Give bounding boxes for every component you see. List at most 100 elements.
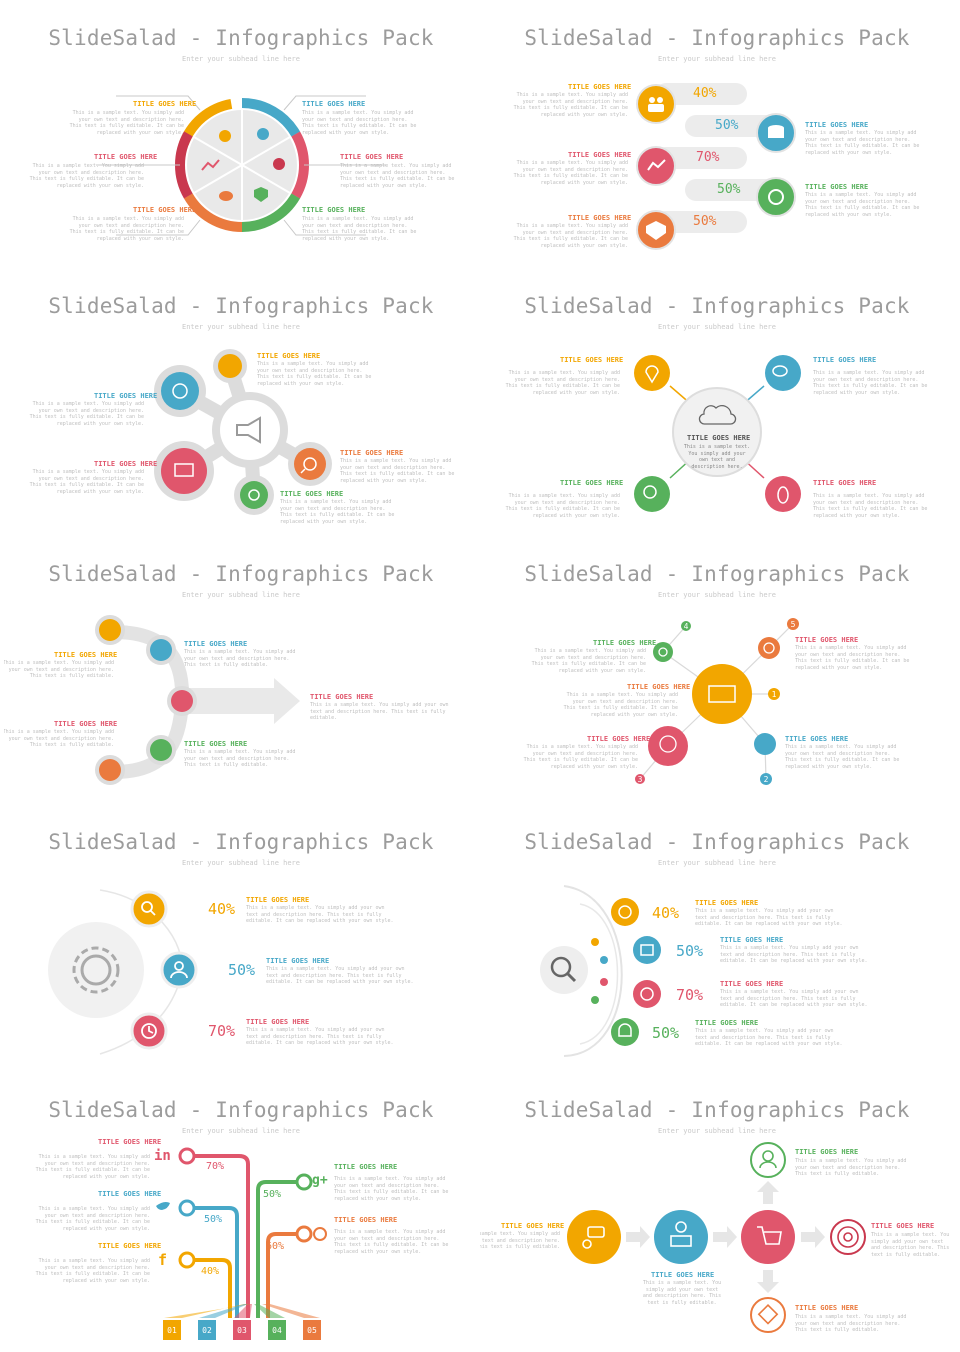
item-text-5: This is a sample text. You simply add yo… — [795, 1314, 907, 1333]
pct-1: 40% — [208, 900, 236, 918]
slide-subhead: Enter your subhead line here — [657, 55, 776, 63]
item-text-3: This is a sample text. You simply add yo… — [513, 160, 628, 186]
slide-title: SlideSalad - Infographics Pack — [524, 1098, 910, 1122]
slide-subhead: Enter your subhead line here — [181, 55, 300, 63]
item-text-2: This is a sample text. You simply add yo… — [266, 966, 414, 985]
user-icon — [750, 1142, 786, 1178]
gears-icon — [150, 639, 172, 661]
item-text-3: This is a sample text. You simply add yo… — [246, 1027, 394, 1046]
item-title-3: TITLE GOES HERE — [98, 1242, 162, 1250]
pct-facebook: 40% — [201, 1266, 220, 1277]
pct-linkedin: 70% — [206, 1161, 225, 1172]
slide-6[interactable]: SlideSalad - Infographics Pack Enter you… — [480, 536, 954, 804]
item-text-2: This is a sample text. You simply add yo… — [720, 945, 868, 964]
item-title-2: TITLE GOES HERE — [813, 356, 877, 364]
item-title-4: TITLE GOES HERE — [695, 1019, 759, 1027]
search-icon — [294, 448, 326, 480]
slide-7[interactable]: SlideSalad - Infographics Pack Enter you… — [4, 804, 478, 1072]
item-text-4: This is a sample text. You simply add yo… — [805, 192, 920, 218]
pct-4: 50% — [652, 1024, 680, 1042]
handshake-icon — [150, 739, 172, 761]
network-graphic — [635, 618, 799, 785]
item-text-4: This is a sample text. You simply add yo… — [795, 645, 910, 671]
facebook-icon: f — [158, 1251, 168, 1269]
thumbs-up-icon — [99, 619, 121, 641]
item-text-2: This is a sample text. You simply add yo… — [184, 649, 296, 668]
node-number-3: 3 — [637, 775, 643, 784]
item-title-3: TITLE GOES HERE — [94, 153, 158, 161]
item-text-1: This is a sample text. You simply add yo… — [513, 92, 628, 118]
item-text-3: This is a sample text. You simply add yo… — [29, 163, 144, 189]
item-text-2: This is a sample text. You simply add yo… — [642, 1280, 722, 1306]
pct-3: 70% — [208, 1022, 236, 1040]
item-title-1: TITLE GOES HERE — [257, 352, 321, 360]
item-title-3: TITLE GOES HERE — [310, 693, 374, 701]
laptop-icon — [99, 759, 121, 781]
item-title-1: TITLE GOES HERE — [54, 651, 118, 659]
pct-pinterest: 60% — [266, 1241, 285, 1252]
item-text-5: This is a sample text. You simply add yo… — [69, 216, 184, 242]
arrow-branch-graphic — [95, 615, 300, 785]
pct-1: 40% — [693, 86, 717, 101]
item-text-2: This is a sample text. You simply add yo… — [805, 130, 920, 156]
slide-4[interactable]: SlideSalad - Infographics Pack Enter you… — [480, 268, 954, 536]
item-text-1: This is a sample text. You simply add yo… — [4, 660, 114, 679]
item-text-3: This is a sample text. You simply add yo… — [523, 744, 638, 770]
pct-2: 50% — [676, 942, 704, 960]
touch-icon — [218, 354, 242, 378]
search-arc-graphic — [540, 885, 661, 1057]
item-title-2: TITLE GOES HERE — [627, 683, 691, 691]
item-text-4: This is a sample text. You simply add yo… — [334, 1176, 449, 1202]
slide-9[interactable]: SlideSalad - Infographics Pack Enter you… — [4, 1072, 478, 1340]
line-chart-icon — [201, 159, 220, 171]
head-gear-icon — [648, 726, 688, 766]
map-icon — [633, 936, 661, 964]
bar-label-4: 04 — [272, 1326, 282, 1335]
item-title-6: TITLE GOES HERE — [302, 206, 366, 214]
item-text-3: This is a sample text. You simply add yo… — [310, 702, 449, 721]
item-title-3: TITLE GOES HERE — [560, 479, 624, 487]
item-text-1: This is a sample text. You simply add yo… — [505, 370, 620, 396]
item-text-2: This is a sample text. You simply add yo… — [35, 1206, 150, 1232]
item-title-3: TITLE GOES HERE — [587, 735, 651, 743]
item-title-5: TITLE GOES HERE — [785, 735, 849, 743]
item-text-4: This is a sample text. You simply add yo… — [695, 1028, 843, 1047]
item-text-1: This is a sample text. You simply add yo… — [695, 908, 843, 927]
item-title-2: TITLE GOES HERE — [720, 936, 784, 944]
node-number-5: 5 — [790, 620, 796, 629]
item-title-1: TITLE GOES HERE — [501, 1222, 565, 1230]
search-icon — [130, 890, 168, 928]
slide-1[interactable]: SlideSalad - Infographics Pack Enter you… — [4, 0, 478, 268]
monitor-chart-icon — [171, 690, 193, 712]
item-text-5: This is a sample text. You simply add yo… — [785, 744, 900, 770]
slide-2[interactable]: SlideSalad - Infographics Pack Enter you… — [480, 0, 954, 268]
slide-title: SlideSalad - Infographics Pack — [48, 562, 434, 586]
slide-subhead: Enter your subhead line here — [181, 591, 300, 599]
pinterest-icon — [313, 1227, 327, 1241]
bar-label-2: 02 — [202, 1326, 212, 1335]
slide-3[interactable]: SlideSalad - Infographics Pack Enter you… — [4, 268, 478, 536]
globe-search-icon — [756, 177, 796, 217]
pct-5: 50% — [693, 214, 717, 229]
item-title-3: TITLE GOES HERE — [795, 1148, 859, 1156]
pie-chart-icon — [257, 128, 269, 140]
gear-icon — [653, 642, 673, 662]
item-text-2: This is a sample text. You simply add yo… — [29, 401, 144, 427]
item-text-4: This is a sample text. You simply add yo… — [813, 493, 928, 519]
item-title-1: TITLE GOES HERE — [133, 100, 197, 108]
node-number-1: 1 — [771, 690, 777, 699]
pill-bars-graphic — [636, 83, 796, 250]
node-number-4: 4 — [683, 622, 689, 631]
item-title-3: TITLE GOES HERE — [246, 1018, 310, 1026]
slide-10[interactable]: SlideSalad - Infographics Pack Enter you… — [480, 1072, 954, 1340]
magnify-icon — [634, 476, 670, 512]
slide-5[interactable]: SlideSalad - Infographics Pack Enter you… — [4, 536, 478, 804]
pie-wheel-graphic — [96, 95, 386, 236]
gear-arc-graphic — [48, 889, 198, 1055]
magnify-icon — [758, 637, 780, 659]
slide-8[interactable]: SlideSalad - Infographics Pack Enter you… — [480, 804, 954, 1072]
item-text-5: This is a sample text. You simply add yo… — [513, 223, 628, 249]
pct-2: 50% — [715, 118, 739, 133]
pie-chart-icon — [611, 898, 639, 926]
